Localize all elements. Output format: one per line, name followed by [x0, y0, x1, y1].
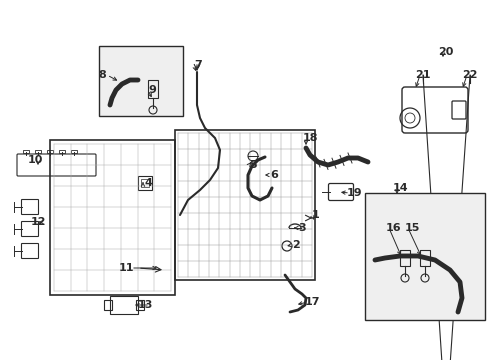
Bar [365, 193, 485, 320]
Text: 12: 12 [30, 217, 46, 227]
Text: 22: 22 [462, 70, 478, 80]
Text: 9: 9 [148, 85, 156, 95]
Bar [175, 130, 315, 280]
Text: 21: 21 [415, 70, 431, 80]
Bar [141, 179, 149, 187]
Bar [136, 300, 144, 310]
Bar [110, 296, 138, 314]
Bar [71, 150, 77, 153]
Text: 18: 18 [302, 133, 318, 143]
Bar [148, 80, 158, 98]
Bar [47, 150, 53, 153]
Bar [99, 46, 183, 116]
Bar [35, 150, 41, 153]
Bar [23, 150, 29, 153]
Text: 1: 1 [312, 210, 320, 220]
Bar [420, 250, 430, 266]
Bar [400, 250, 410, 266]
Text: 5: 5 [249, 160, 257, 170]
Text: 19: 19 [346, 188, 362, 198]
Text: 4: 4 [144, 178, 152, 188]
Text: 3: 3 [298, 223, 306, 233]
Text: 8: 8 [98, 70, 106, 80]
Text: 2: 2 [292, 240, 300, 250]
Text: 13: 13 [137, 300, 153, 310]
Text: 14: 14 [392, 183, 408, 193]
Text: 17: 17 [304, 297, 320, 307]
Text: 10: 10 [27, 155, 43, 165]
Text: 7: 7 [194, 60, 202, 70]
Bar [59, 150, 65, 153]
Bar [104, 300, 112, 310]
Text: 15: 15 [404, 223, 420, 233]
Text: 6: 6 [270, 170, 278, 180]
Text: 11: 11 [118, 263, 134, 273]
Bar [138, 176, 152, 190]
Text: 20: 20 [439, 47, 454, 57]
Bar [50, 140, 175, 295]
Text: 16: 16 [385, 223, 401, 233]
